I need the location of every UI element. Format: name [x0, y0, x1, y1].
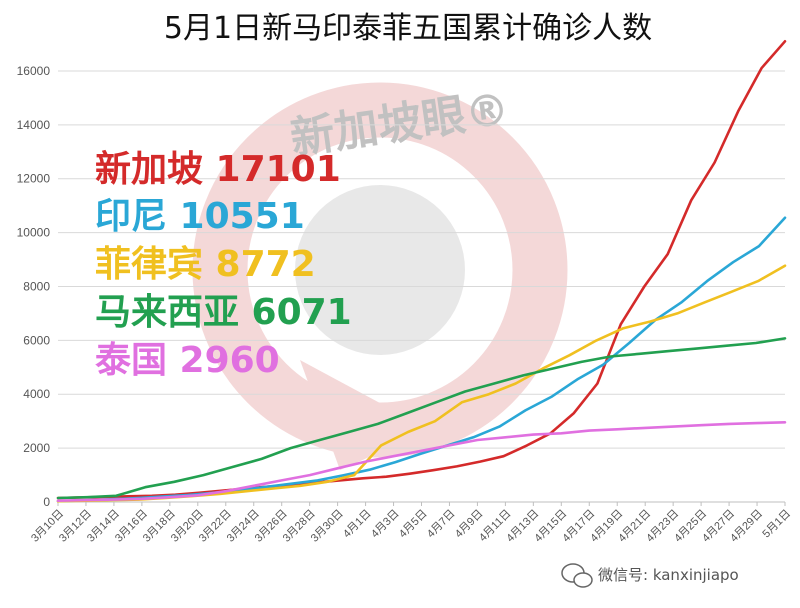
watermark: 新加坡眼®	[192, 82, 568, 470]
wechat-icon	[561, 563, 593, 588]
legend-entry-0: 新加坡 17101	[95, 149, 341, 190]
x-tick-label: 4月3日	[369, 508, 402, 541]
y-tick-label: 4000	[23, 387, 50, 401]
x-tick-label: 4月1日	[341, 508, 374, 541]
series-line-4	[56, 420, 787, 503]
gridlines	[58, 70, 785, 503]
chart-title: 5月1日新马印泰菲五国累计确诊人数	[164, 11, 652, 46]
y-tick-label: 16000	[17, 64, 51, 78]
y-axis-ticks: 0 2000 4000 6000 8000 10000 12000 14000 16000	[17, 64, 51, 509]
legend: 新加坡 17101 印尼 10551 菲律宾 8772 马来西亚 6071 泰国 296…	[95, 149, 352, 381]
y-tick-label: 10000	[17, 226, 51, 240]
watermark-core	[295, 185, 465, 355]
footer-wechat-id: 微信号: kanxinjiapo	[598, 566, 739, 584]
legend-entry-2: 菲律宾 8772	[95, 244, 316, 285]
y-tick-label: 6000	[23, 333, 50, 347]
y-tick-label: 8000	[23, 279, 50, 293]
legend-entry-1: 印尼 10551	[95, 196, 305, 237]
y-tick-label: 2000	[23, 441, 50, 455]
series-line-3	[56, 337, 787, 500]
y-tick-label: 0	[43, 495, 50, 509]
footer: 微信号: kanxinjiapo	[561, 563, 739, 588]
legend-entry-3: 马来西亚 6071	[95, 292, 352, 333]
x-axis-ticks: 3月10日3月12日3月14日3月16日3月18日3月20日3月22日3月24日…	[29, 502, 793, 545]
x-tick-label: 4月5日	[397, 508, 430, 541]
x-tick-label: 5月1日	[760, 508, 793, 541]
watermark-tail	[300, 360, 430, 470]
y-tick-label: 14000	[17, 118, 51, 132]
y-tick-label: 12000	[17, 172, 51, 186]
legend-entry-4: 泰国 2960	[95, 340, 280, 381]
x-tick-label: 4月7日	[425, 508, 458, 541]
series-lines	[56, 39, 787, 503]
